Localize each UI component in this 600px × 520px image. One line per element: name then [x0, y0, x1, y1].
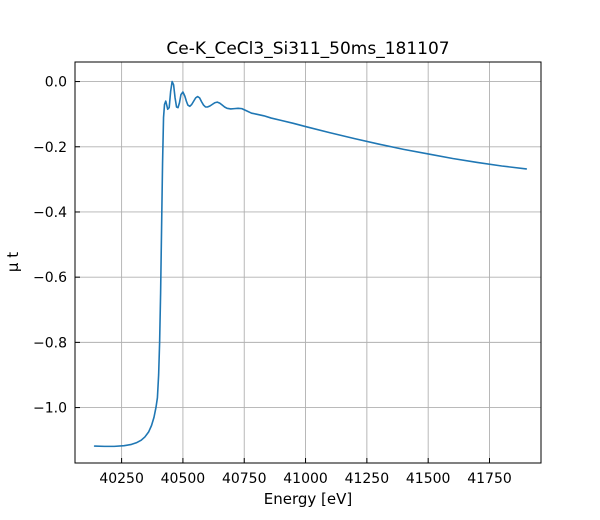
- x-tick-label: 41500: [406, 471, 451, 487]
- y-axis-ticks: 0.0 −0.2 −0.4 −0.6 −0.8 −1.0: [33, 75, 80, 417]
- plot-frame: [74, 61, 542, 464]
- x-tick-label: 40750: [222, 471, 267, 487]
- y-tick-label: −0.2: [33, 140, 67, 156]
- series-line: [93, 80, 528, 448]
- y-tick-label: 0.0: [45, 75, 67, 91]
- x-tick-label: 41000: [283, 471, 328, 487]
- x-axis-label: Energy [eV]: [264, 490, 352, 508]
- chart-title: Ce-K_CeCl3_Si311_50ms_181107: [166, 39, 449, 59]
- grid: [75, 62, 541, 463]
- x-tick-label: 41750: [467, 471, 512, 487]
- y-tick-label: −1.0: [33, 401, 67, 417]
- series-layer: [93, 80, 528, 448]
- x-tick-label: 41250: [345, 471, 390, 487]
- y-tick-label: −0.6: [33, 270, 67, 286]
- x-tick-label: 40500: [161, 471, 206, 487]
- y-tick-label: −0.8: [33, 335, 67, 351]
- y-tick-label: −0.4: [33, 205, 67, 221]
- y-axis-label: μ t: [4, 252, 22, 272]
- x-axis-ticks: 40250 40500 40750 41000 41250 41500 41750: [99, 458, 512, 487]
- x-tick-label: 40250: [99, 471, 144, 487]
